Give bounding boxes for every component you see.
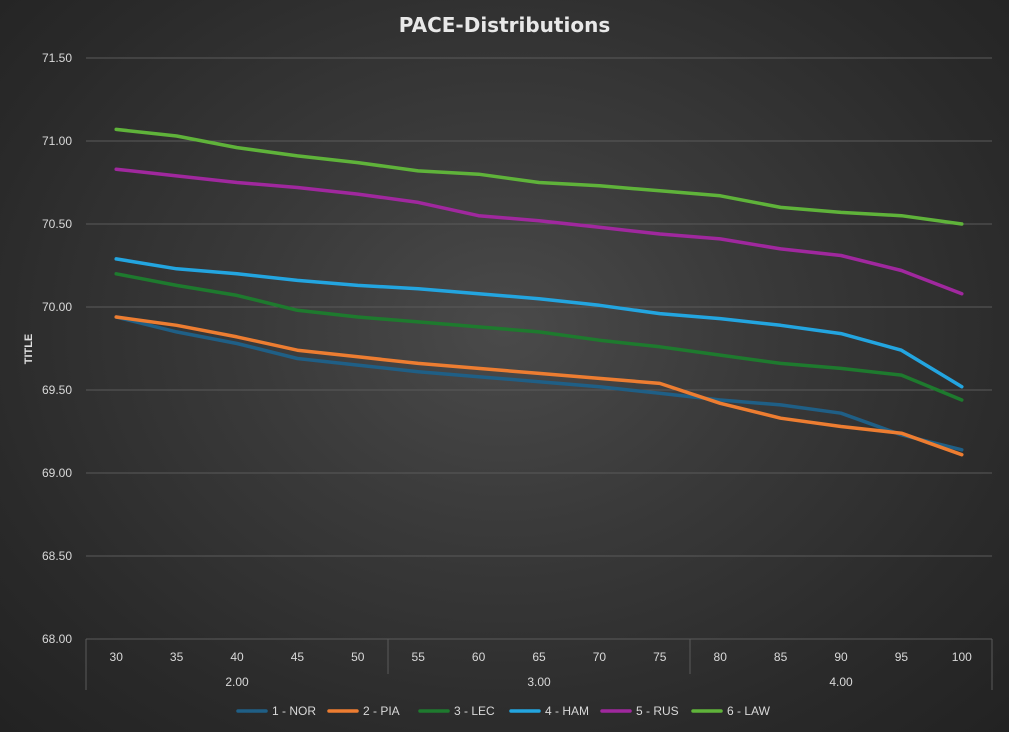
y-tick-label: 70.50 [42, 217, 72, 231]
x-axis: 30 35 40 45 50 55 60 65 70 75 80 85 90 95 100 2.00 3.00 4… [85, 639, 993, 690]
y-tick-label: 71.50 [42, 51, 72, 65]
legend-label: 5 - RUS [636, 704, 679, 718]
legend-label: 6 - LAW [727, 704, 771, 718]
x-tick-label: 75 [653, 650, 667, 664]
y-tick-label: 69.00 [42, 466, 72, 480]
x-tick-label: 45 [291, 650, 305, 664]
gridlines [86, 57, 992, 640]
x-group-label: 3.00 [527, 675, 551, 689]
x-tick-label: 65 [532, 650, 546, 664]
y-axis-ticks: 68.00 68.50 69.00 69.50 70.00 70.50 71.00 71.50 [42, 51, 72, 646]
x-tick-label: 30 [110, 650, 124, 664]
chart-title: PACE-Distributions [399, 13, 610, 37]
series-line-5 [114, 167, 964, 296]
series-line-1 [114, 315, 964, 452]
x-tick-label: 60 [472, 650, 486, 664]
x-tick-label: 40 [230, 650, 244, 664]
x-tick-label: 90 [834, 650, 848, 664]
legend-label: 1 - NOR [272, 704, 316, 718]
y-tick-label: 71.00 [42, 134, 72, 148]
x-tick-label: 95 [895, 650, 909, 664]
x-tick-label: 50 [351, 650, 365, 664]
series-line-4 [114, 257, 964, 389]
x-tick-label: 85 [774, 650, 788, 664]
y-tick-label: 70.00 [42, 300, 72, 314]
legend-label: 4 - HAM [545, 704, 589, 718]
series-line-6 [114, 127, 964, 226]
series-line-3 [114, 272, 964, 402]
y-tick-label: 68.50 [42, 549, 72, 563]
x-tick-label: 70 [593, 650, 607, 664]
series-lines [114, 127, 964, 457]
legend-label: 2 - PIA [363, 704, 400, 718]
x-group-label: 4.00 [829, 675, 853, 689]
legend: 1 - NOR 2 - PIA 3 - LEC 4 - HAM 5 - RUS 6 - L… [236, 704, 771, 718]
y-tick-label: 69.50 [42, 383, 72, 397]
y-axis-title: TITLE [23, 334, 35, 365]
x-tick-label: 100 [952, 650, 972, 664]
x-group-label: 2.00 [225, 675, 249, 689]
x-tick-label: 35 [170, 650, 184, 664]
legend-label: 3 - LEC [454, 704, 495, 718]
x-tick-label: 55 [412, 650, 426, 664]
x-tick-label: 80 [714, 650, 728, 664]
series-line-2 [114, 315, 964, 457]
y-tick-label: 68.00 [42, 632, 72, 646]
